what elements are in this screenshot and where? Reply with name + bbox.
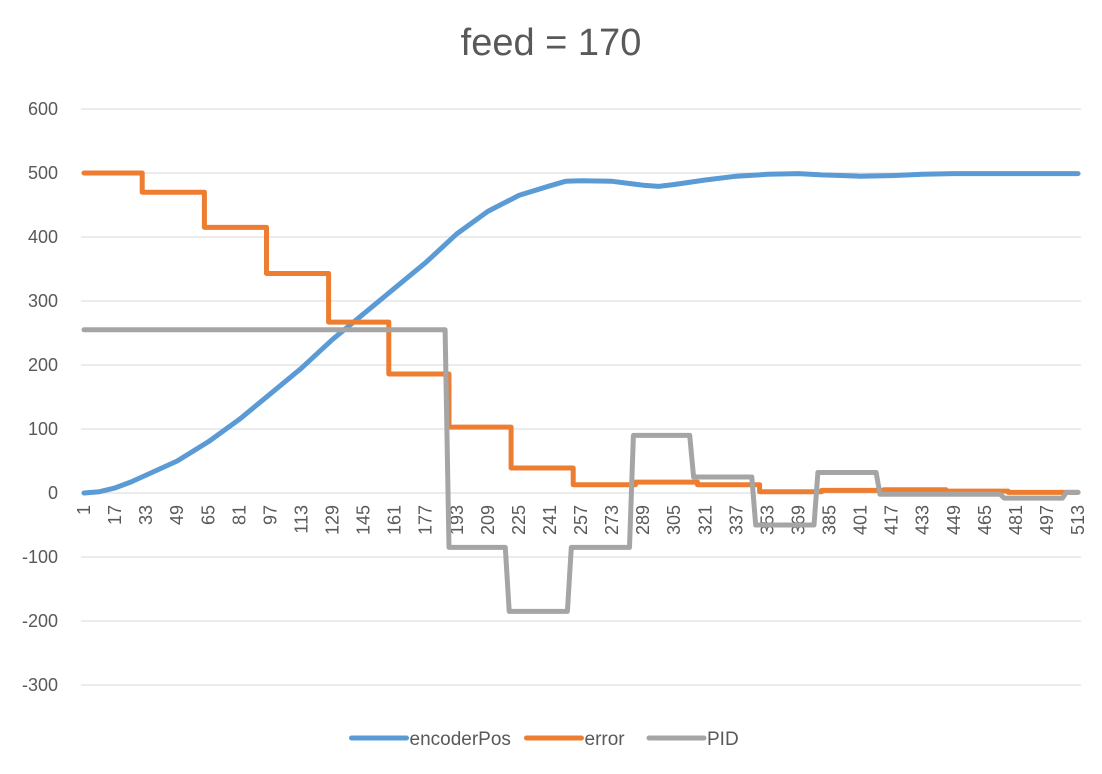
x-tick-label: 481 (1006, 505, 1026, 535)
y-tick-label: 200 (28, 355, 58, 375)
x-tick-label: 225 (509, 505, 529, 535)
x-tick-label: 353 (757, 505, 777, 535)
series-line-encoderpos (81, 171, 1081, 496)
legend-label: PID (707, 729, 739, 750)
series-line-pid (81, 327, 1081, 614)
x-tick-label: 433 (913, 505, 933, 535)
x-tick-label: 65 (198, 505, 218, 525)
x-tick-label: 1 (74, 505, 94, 515)
x-tick-label: 81 (229, 505, 249, 525)
x-tick-label: 177 (416, 505, 436, 535)
x-tick-label: 321 (695, 505, 715, 535)
y-tick-label: -100 (22, 547, 58, 567)
series-line-error (81, 170, 1081, 495)
x-tick-label: 161 (385, 505, 405, 535)
y-tick-label: 400 (28, 227, 58, 247)
x-tick-label: 241 (540, 505, 560, 535)
y-tick-label: -200 (22, 611, 58, 631)
x-tick-label: 97 (260, 505, 280, 525)
x-tick-label: 497 (1037, 505, 1057, 535)
y-tick-label: 100 (28, 419, 58, 439)
x-tick-label: 369 (788, 505, 808, 535)
x-tick-label: 385 (820, 505, 840, 535)
y-tick-label: -300 (22, 675, 58, 695)
x-tick-label: 289 (633, 505, 653, 535)
x-tick-label: 113 (291, 505, 311, 534)
x-tick-label: 305 (664, 505, 684, 535)
x-tick-label: 273 (602, 505, 622, 535)
chart-title: feed = 170 (460, 22, 642, 64)
x-tick-label: 401 (851, 505, 871, 535)
x-tick-label: 257 (571, 505, 591, 535)
y-tick-label: 0 (48, 483, 58, 503)
legend-label: encoderPos (410, 729, 511, 750)
x-tick-label: 33 (136, 505, 156, 525)
x-tick-label: 449 (944, 505, 964, 535)
x-tick-label: 129 (323, 505, 343, 535)
x-tick-label: 337 (726, 505, 746, 535)
x-tick-label: 193 (447, 505, 467, 535)
x-tick-label: 417 (882, 505, 902, 535)
y-tick-label: 600 (28, 99, 58, 119)
x-tick-label: 513 (1068, 505, 1088, 535)
x-tick-label: 145 (354, 505, 374, 535)
x-tick-label: 465 (975, 505, 995, 535)
x-tick-label: 209 (478, 505, 498, 535)
y-tick-label: 500 (28, 163, 58, 183)
x-tick-label: 49 (167, 505, 187, 525)
x-tick-label: 17 (105, 505, 125, 525)
y-tick-label: 300 (28, 291, 58, 311)
legend-label: error (585, 729, 626, 750)
